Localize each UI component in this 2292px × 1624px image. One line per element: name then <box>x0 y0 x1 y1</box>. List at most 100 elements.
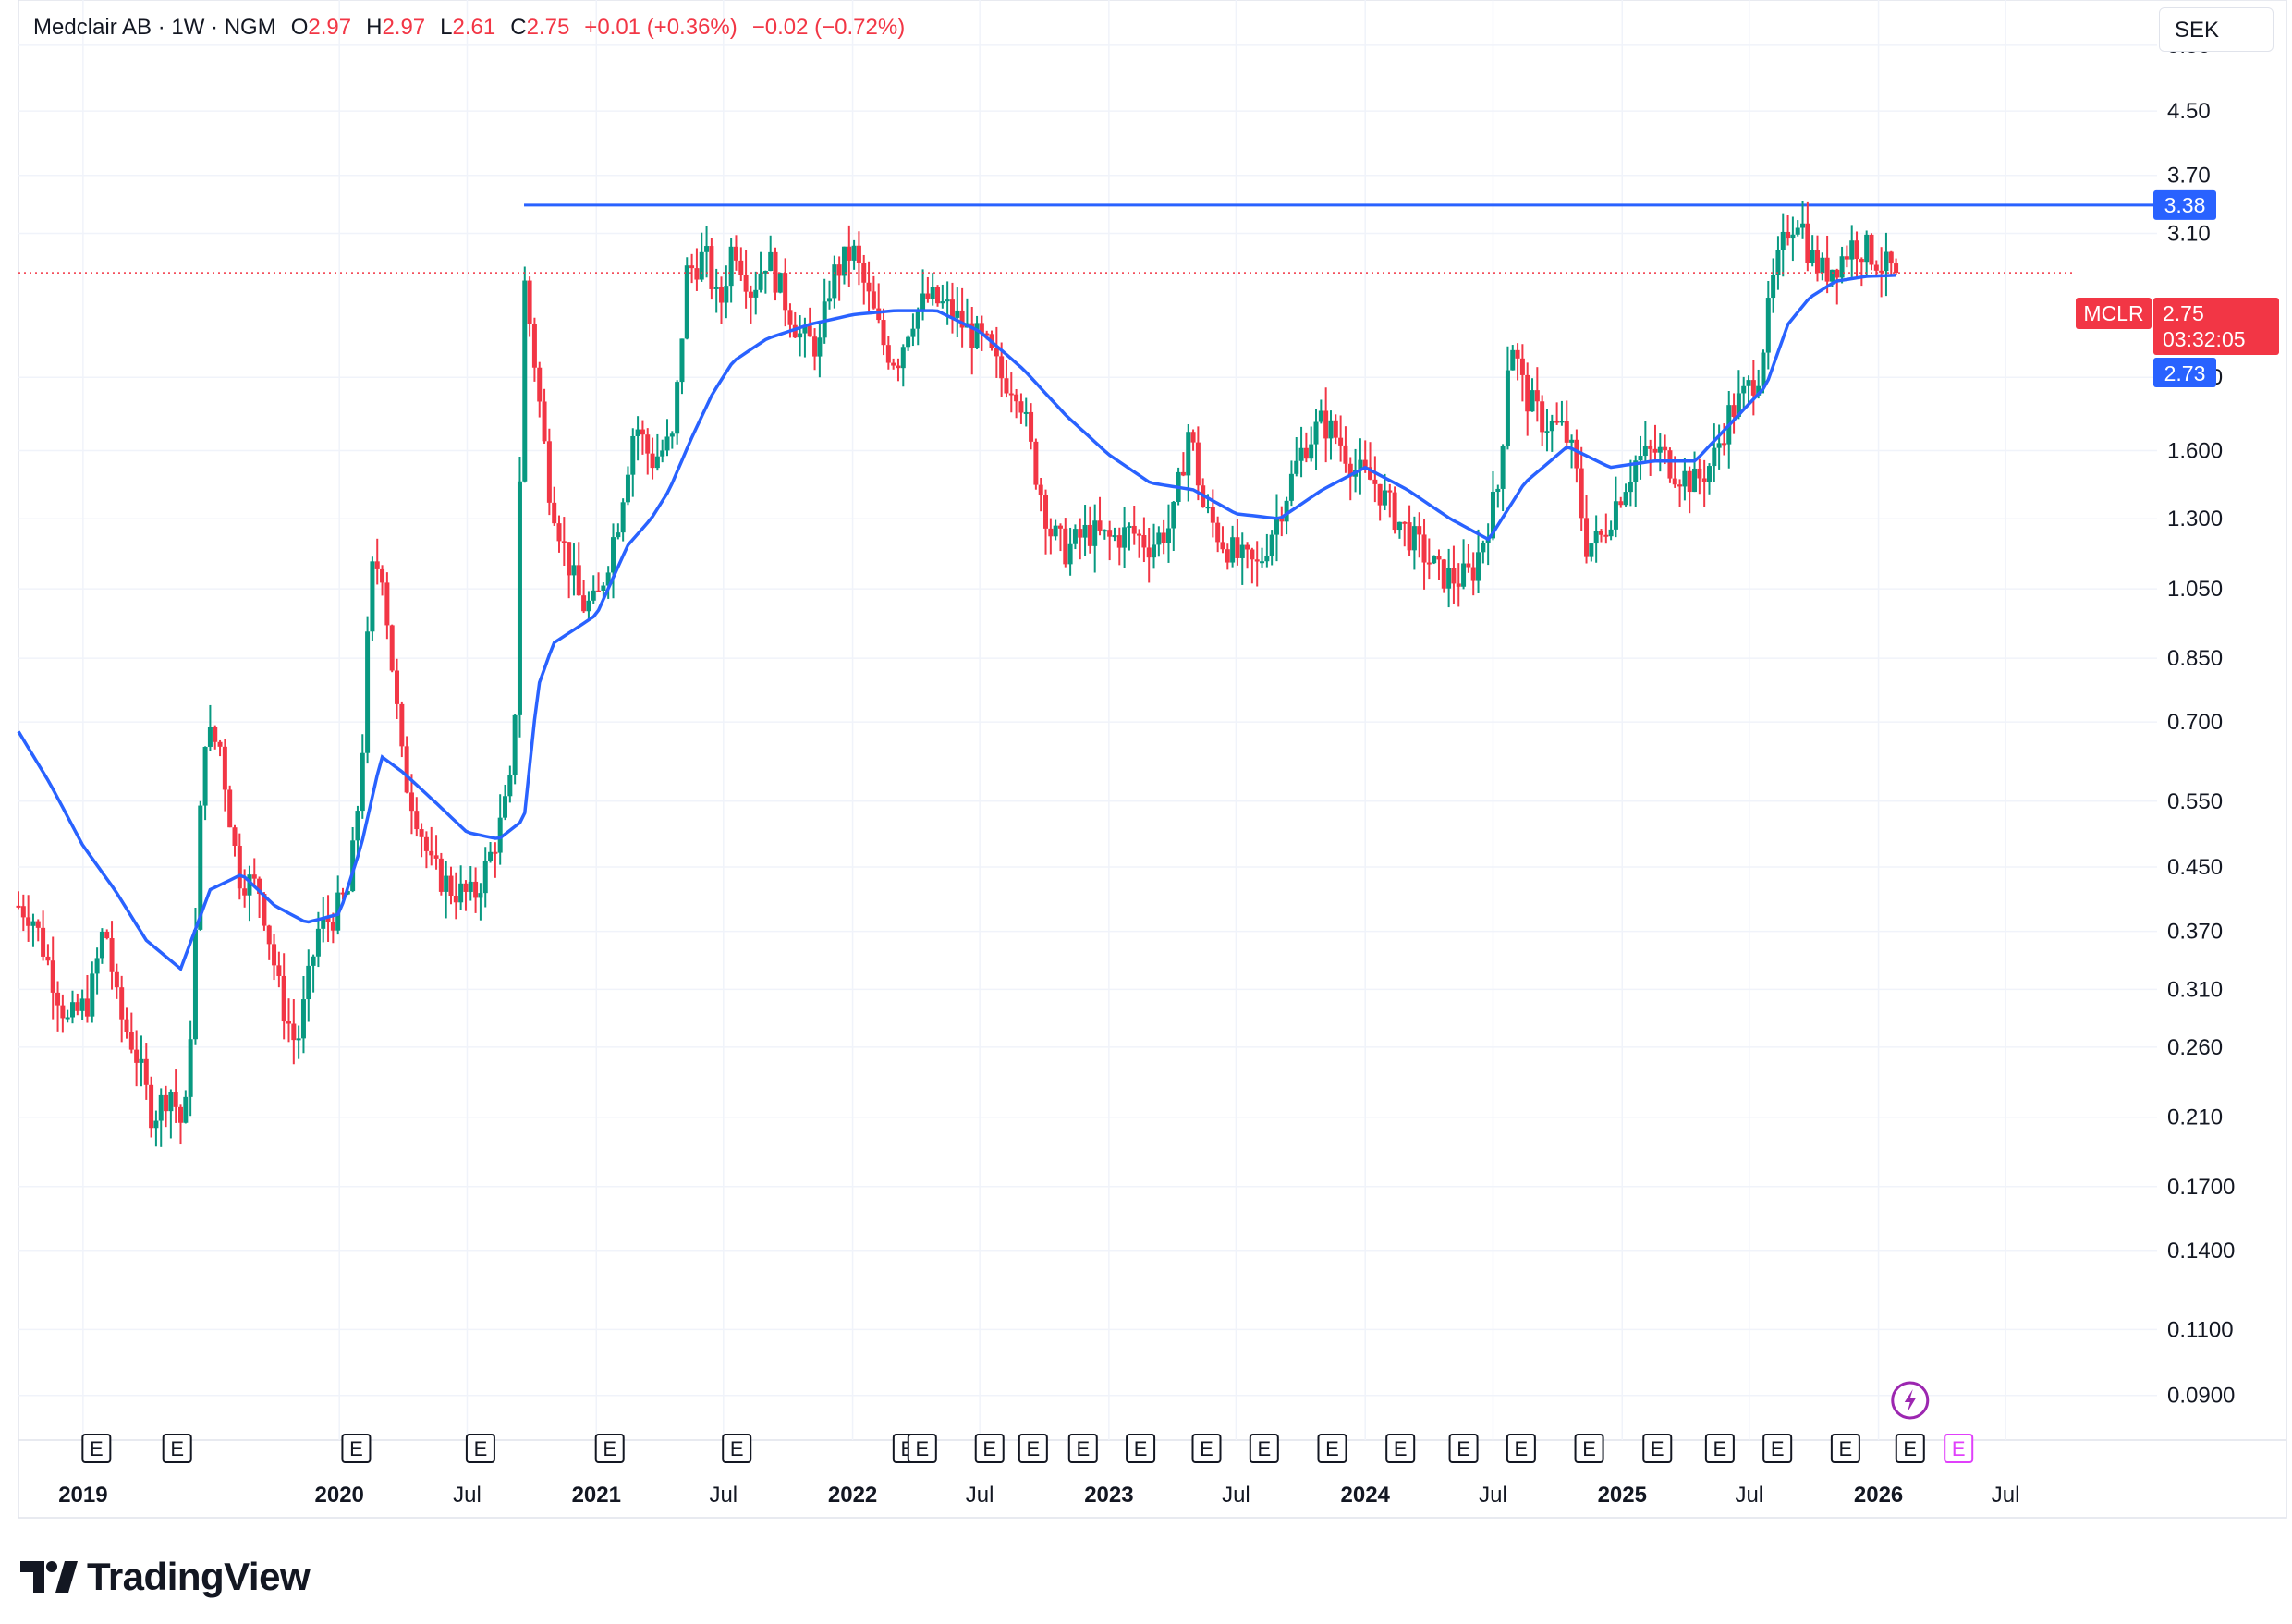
candle-body <box>1180 471 1186 476</box>
candle <box>1195 426 1201 501</box>
price-axis[interactable]: 5.504.503.703.102.0001.6001.3001.0500.85… <box>2167 33 2235 1409</box>
candle <box>1269 530 1274 566</box>
candle-body <box>1859 259 1864 263</box>
candle <box>1402 521 1408 547</box>
earnings-marker[interactable]: E <box>341 1434 372 1463</box>
candle-body <box>1765 298 1771 353</box>
candle-body <box>1814 250 1820 274</box>
candle-body <box>758 273 763 290</box>
candle <box>1333 414 1338 445</box>
candle <box>1746 375 1751 406</box>
candle-body <box>247 874 252 896</box>
candle-body <box>576 565 581 596</box>
earnings-marker-letter: E <box>170 1437 184 1460</box>
earnings-marker[interactable]: E <box>907 1434 937 1463</box>
earnings-marker[interactable]: E <box>1762 1434 1793 1463</box>
candle-body <box>1534 390 1540 402</box>
price-tick-label: 3.10 <box>2167 222 2211 247</box>
candle-body <box>1264 556 1270 562</box>
candle-body <box>851 245 857 261</box>
candle-body <box>1432 556 1437 564</box>
candle-body <box>192 929 198 1040</box>
earnings-marker-letter: E <box>982 1437 996 1460</box>
candle-body <box>1141 535 1147 548</box>
earnings-marker[interactable]: E <box>1642 1434 1673 1463</box>
earnings-marker[interactable]: E <box>1126 1434 1156 1463</box>
candle <box>1540 395 1545 446</box>
tradingview-logo-icon <box>20 1561 78 1593</box>
earnings-marker[interactable]: E <box>722 1434 752 1463</box>
earnings-marker[interactable]: E <box>1448 1434 1479 1463</box>
price-tick-label: 1.600 <box>2167 438 2223 463</box>
earnings-marker[interactable]: E <box>1895 1434 1925 1463</box>
candle-body <box>213 727 218 742</box>
earnings-marker[interactable]: E <box>162 1434 192 1463</box>
candle <box>822 278 827 344</box>
earnings-marker[interactable]: E <box>1506 1434 1536 1463</box>
earnings-marker[interactable]: E <box>1249 1434 1279 1463</box>
earnings-marker[interactable]: E <box>81 1434 112 1463</box>
candle-body <box>611 537 616 573</box>
candle-body <box>222 746 227 790</box>
candle-body <box>482 860 488 894</box>
earnings-marker-letter: E <box>1134 1437 1148 1460</box>
time-tick-label: 2020 <box>315 1483 364 1508</box>
candle <box>694 248 700 291</box>
currency-button[interactable]: SEK <box>2159 7 2274 52</box>
earnings-marker[interactable]: E <box>1191 1434 1222 1463</box>
symbol-title[interactable]: Medclair AB · 1W · NGM <box>33 15 276 40</box>
candle <box>689 253 695 284</box>
candle-body <box>1835 269 1840 278</box>
candle <box>444 861 449 919</box>
candle <box>1598 529 1603 543</box>
candle-body <box>1692 468 1698 493</box>
candle <box>473 867 479 913</box>
candle <box>605 566 611 599</box>
time-tick-label: 2023 <box>1084 1483 1133 1508</box>
earnings-marker[interactable]: E <box>974 1434 1005 1463</box>
candle <box>798 315 803 357</box>
candle-body <box>1510 349 1516 371</box>
candle <box>1554 402 1560 425</box>
candle <box>762 270 768 294</box>
candle <box>1338 415 1344 462</box>
candlestick-series <box>16 201 1899 1147</box>
candle <box>222 739 227 812</box>
candle <box>1495 484 1501 508</box>
earnings-marker[interactable]: E <box>1574 1434 1604 1463</box>
lightning-event-icon[interactable] <box>1891 1381 1930 1420</box>
earnings-marker[interactable]: E <box>1067 1434 1098 1463</box>
candle <box>35 919 41 942</box>
event-markers[interactable]: EEEEEEEEEEEEEEEEEEEEEEEEE <box>81 1381 1974 1463</box>
candle-body <box>1018 401 1024 413</box>
candle <box>522 266 528 483</box>
candle <box>1884 232 1889 297</box>
candle-body <box>713 287 719 289</box>
candle <box>1078 518 1083 560</box>
earnings-marker-letter: E <box>915 1437 929 1460</box>
candle <box>1849 225 1855 277</box>
candle <box>807 307 812 337</box>
earnings-marker[interactable]: E <box>1018 1434 1048 1463</box>
time-tick-label: Jul <box>966 1483 994 1508</box>
candle <box>773 247 778 301</box>
earnings-marker[interactable]: E <box>1830 1434 1860 1463</box>
tradingview-logo[interactable]: TradingView <box>20 1555 311 1599</box>
time-axis[interactable]: 2019 2020 Jul 2021 Jul 2022 Jul 2023 Jul 2024 Jul 2… <box>58 1483 2019 1508</box>
candle <box>488 842 494 863</box>
candle-body <box>1598 530 1603 535</box>
candle-body <box>1593 530 1599 544</box>
earnings-marker[interactable]: E <box>594 1434 625 1463</box>
candle <box>365 616 371 764</box>
candle-body <box>488 851 494 861</box>
candle <box>134 1030 140 1087</box>
earnings-marker[interactable]: E <box>465 1434 495 1463</box>
candle-body <box>915 309 920 329</box>
future-earnings-marker[interactable]: E <box>1944 1434 1974 1463</box>
earnings-marker[interactable]: E <box>1704 1434 1735 1463</box>
earnings-marker[interactable]: E <box>1385 1434 1416 1463</box>
earnings-marker[interactable]: E <box>1317 1434 1347 1463</box>
candle <box>645 428 651 475</box>
low-value: 2.61 <box>452 15 496 40</box>
